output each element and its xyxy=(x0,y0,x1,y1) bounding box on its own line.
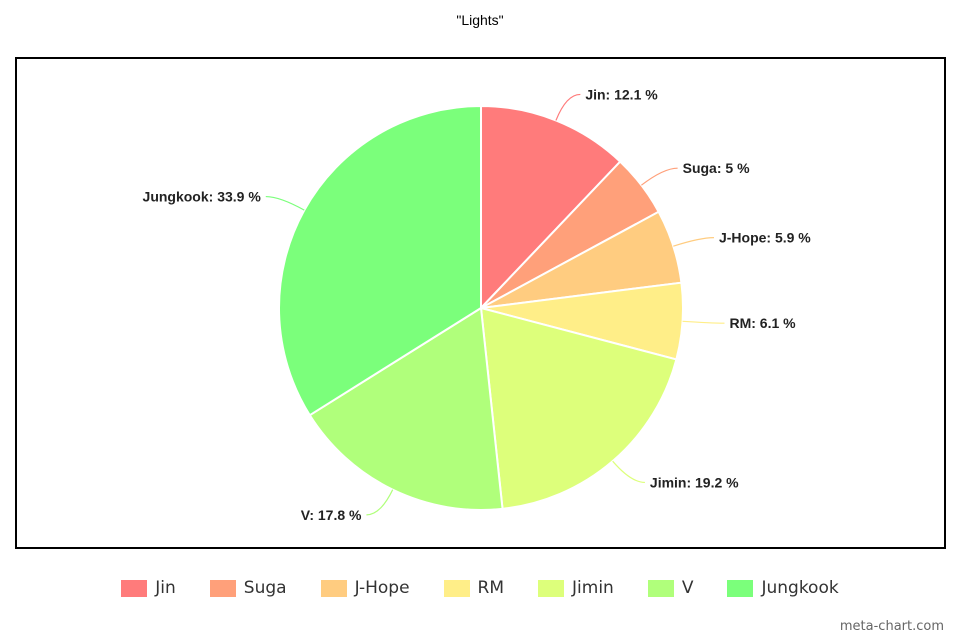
connector-j-hope xyxy=(673,237,714,247)
pie-slice-jungkook[interactable] xyxy=(278,104,482,417)
connector-rm xyxy=(682,320,725,324)
legend-item-v[interactable]: V xyxy=(647,578,694,598)
legend-label: J-Hope xyxy=(354,578,410,598)
connector-suga xyxy=(641,167,678,186)
legend-item-j-hope[interactable]: J-Hope xyxy=(320,578,410,598)
pie-chart: Jin: 12.1 % Suga: 5 % J-Hope: 5.9 % RM: 6.1… xyxy=(143,86,812,523)
watermark: meta-chart.com xyxy=(839,619,944,634)
data-label-j-hope: J-Hope: 5.9 % xyxy=(719,230,811,246)
legend-label: V xyxy=(681,578,694,598)
chart-title: "Lights" xyxy=(456,12,504,28)
legend-item-jungkook[interactable]: Jungkook xyxy=(727,578,839,598)
data-label-jin: Jin: 12.1 % xyxy=(585,86,658,102)
data-label-jimin: Jimin: 19.2 % xyxy=(650,474,739,490)
data-label-jungkook: Jungkook: 33.9 % xyxy=(143,189,262,205)
legend-item-suga[interactable]: Suga xyxy=(209,578,287,598)
legend-item-jimin[interactable]: Jimin xyxy=(538,578,614,598)
data-label-rm: RM: 6.1 % xyxy=(729,315,796,331)
legend-item-jin[interactable]: Jin xyxy=(121,578,176,598)
legend-swatch xyxy=(727,579,754,597)
pie-slice-jimin[interactable] xyxy=(479,306,678,510)
legend-swatch xyxy=(320,579,347,597)
connector-jin xyxy=(555,93,581,121)
legend-swatch xyxy=(121,579,148,597)
legend-swatch xyxy=(209,579,236,597)
data-label-suga: Suga: 5 % xyxy=(683,160,750,176)
legend-label: Jungkook xyxy=(761,578,839,598)
legend-swatch xyxy=(443,579,470,597)
plot-area: Jin: 12.1 % Suga: 5 % J-Hope: 5.9 % RM: 6.1… xyxy=(15,57,946,549)
legend: Jin Suga J-Hope RM Jimin V Jungkook xyxy=(0,578,960,598)
legend-swatch xyxy=(538,579,565,597)
legend-item-rm[interactable]: RM xyxy=(443,578,505,598)
connector-jungkook xyxy=(265,195,305,211)
connector-jimin xyxy=(612,460,645,484)
legend-label: RM xyxy=(477,578,505,598)
legend-swatch xyxy=(647,579,674,597)
pie-slice-jin[interactable] xyxy=(480,104,622,311)
connector-v xyxy=(366,489,394,516)
legend-label: Jin xyxy=(155,578,176,598)
legend-label: Jimin xyxy=(572,578,614,598)
legend-label: Suga xyxy=(243,578,287,598)
data-label-v: V: 17.8 % xyxy=(301,507,362,523)
